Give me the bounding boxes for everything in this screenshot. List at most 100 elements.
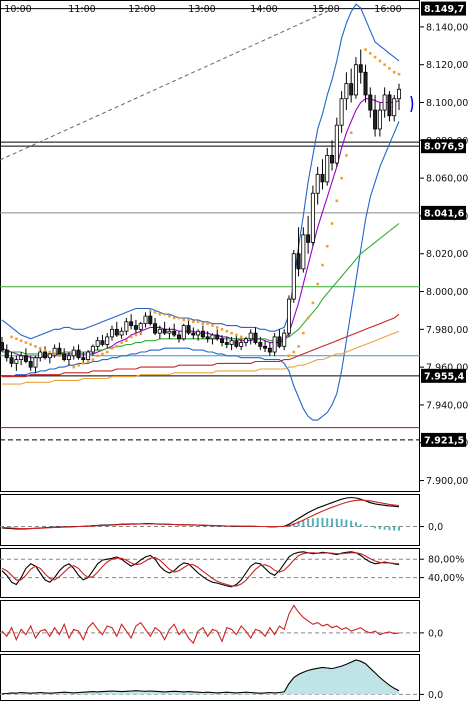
sar-dot [29,343,32,346]
sar-dot [335,199,339,203]
histogram-bar [369,526,372,528]
sar-dot [287,354,291,358]
price-tick-label: 8.000,00 [426,287,468,298]
sar-dot [91,358,95,361]
sar-dot [397,72,401,76]
candle [90,345,95,353]
candle [325,155,330,183]
indicator-panel-border [0,548,420,598]
sar-dot [58,354,61,358]
candle [282,332,287,347]
candle [306,234,311,243]
candle [33,357,38,368]
sar-dot [158,312,162,316]
sar-dot [139,331,143,335]
indicator-area [2,660,399,695]
candle [363,71,368,96]
moving-average-slow-red-line [2,313,400,378]
candle [57,347,62,355]
price-tick-label: 7.980,00 [426,325,468,336]
candle [286,298,291,334]
candle [105,336,110,345]
sar-dot [215,326,219,329]
moving-average-mid-line [2,223,400,355]
indicator-axis-label: 40,00% [428,573,464,584]
sar-dot [182,318,186,322]
sar-dot [349,131,353,135]
candle [210,334,215,340]
sar-dot [101,352,104,356]
histogram-bar [321,517,324,527]
price-tick-label: 8.140,00 [426,22,468,33]
candle [349,83,354,96]
histogram-bar [398,526,400,531]
sar-dot [38,346,42,350]
price-tag-label: 8.076,9 [424,142,464,153]
price-tick-label: 7.940,00 [426,400,468,411]
time-label: 16:00 [374,4,401,15]
indicator-axis-label: 0,0 [428,522,443,533]
sar-dot [235,333,238,337]
indicator-line [1,499,400,530]
histogram-bar [297,521,300,527]
candle [162,328,167,334]
histogram-bar [393,526,396,531]
candle [387,94,392,117]
candle [258,342,263,347]
sar-dot [187,318,190,322]
candle [382,94,387,111]
sar-dot [225,329,229,333]
indicator-line [1,659,400,695]
candle [248,332,253,340]
histogram-bar [292,523,295,527]
sar-dot [230,331,233,335]
main-panel-border [0,0,420,492]
candle [153,323,158,334]
sar-dot [163,312,166,316]
candle [191,332,196,336]
time-label: 15:00 [312,4,339,15]
sar-dot [24,341,28,344]
candle [95,340,100,347]
sar-dot [120,341,123,344]
candle [76,349,81,359]
sar-dot [34,345,37,348]
bollinger-lower-line [2,121,400,421]
price-tag-label: 8.149,7 [424,4,464,15]
candle [186,325,191,334]
sar-dot [302,331,305,335]
sar-dot [129,335,133,339]
indicator-line [1,551,400,588]
candle [129,321,134,326]
sar-dot [172,316,176,320]
candle [19,355,24,360]
candle [114,328,119,336]
price-tag-box [421,368,466,383]
candle [176,334,181,340]
candle [119,330,124,336]
sar-dot [153,311,157,314]
sar-dot [292,350,296,354]
sar-dot [211,324,214,327]
price-tag-label: 7.921,5 [424,435,464,446]
time-label: 13:00 [188,4,215,15]
candle [200,330,205,338]
histogram-bar [307,518,310,527]
sar-dot [311,301,315,305]
sar-dot [378,59,382,63]
candle [377,109,382,130]
histogram-bar [302,520,305,527]
price-tick-label: 8.020,00 [426,249,468,260]
sar-dot [19,339,23,342]
candle [339,98,344,126]
price-tag-box [421,205,466,220]
histogram-bar [331,518,334,527]
candle [220,338,225,343]
candle [62,353,67,360]
sar-dot [134,333,138,337]
sar-dot [48,350,52,354]
candle [310,192,315,243]
price-tick-label: 8.100,00 [426,98,468,109]
